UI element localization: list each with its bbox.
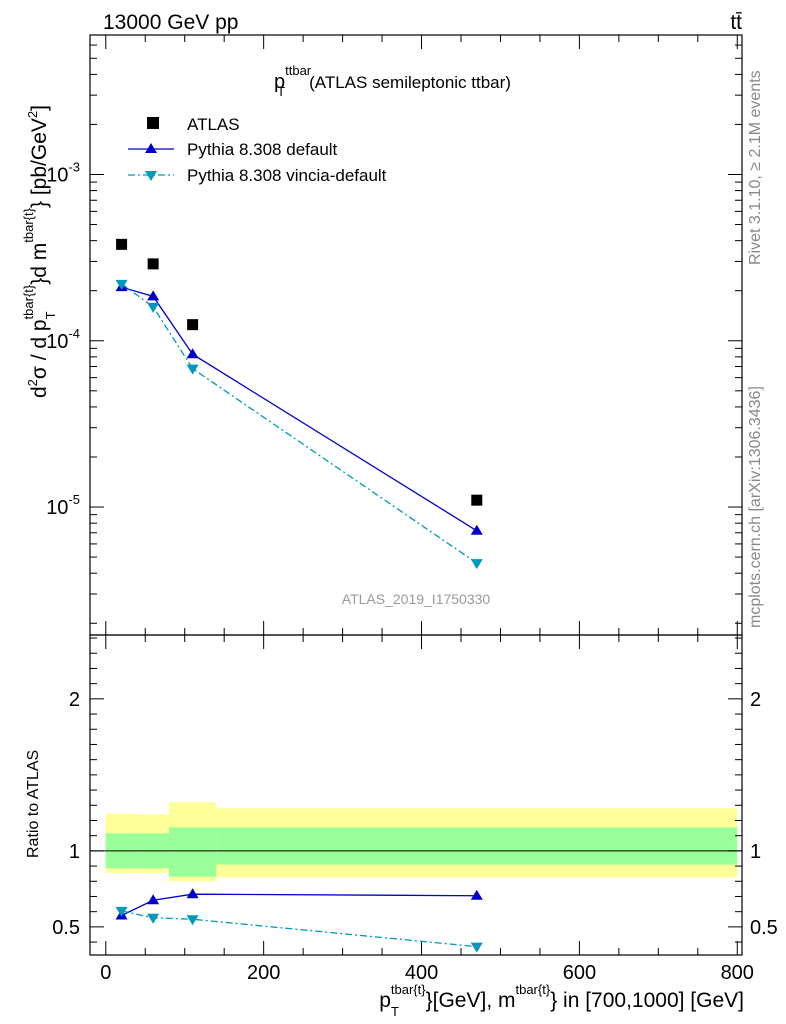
y-tick-label-lower-left: 1 xyxy=(69,841,80,863)
y-axis-label-upper: d2σ / d pTtbar{t}}d mtbar{t}} [pb/GeV2] xyxy=(21,105,58,398)
y-tick-label-lower-left: 2 xyxy=(69,689,80,711)
y-tick-label-upper: 10-3 xyxy=(46,159,80,186)
y-tick-label-lower-right: 0.5 xyxy=(750,917,778,939)
series-line-upper xyxy=(121,286,478,532)
x-tick-label: 800 xyxy=(721,962,754,984)
data-point-lower xyxy=(186,888,199,899)
data-point-upper xyxy=(187,319,199,331)
series-line-lower xyxy=(121,910,477,948)
header-right: tt̄ xyxy=(730,11,742,34)
lower-panel-frame xyxy=(89,634,743,956)
header-left: 13000 GeV pp xyxy=(103,11,238,34)
y-tick-label-upper: 10-4 xyxy=(46,326,80,353)
series-line-upper xyxy=(121,283,478,564)
y-tick-label-lower-right: 1 xyxy=(750,841,761,863)
data-point-upper xyxy=(147,302,160,313)
x-tick-label: 400 xyxy=(405,962,438,984)
legend-marker-atlas xyxy=(147,117,159,129)
data-point-upper xyxy=(471,494,483,506)
rivet-label: Rivet 3.1.10, ≥ 2.1M events xyxy=(747,70,764,265)
data-point-upper xyxy=(186,364,199,375)
legend: ATLAS Pythia 8.308 default Pythia 8.308 … xyxy=(128,115,387,185)
mcplots-label: mcplots.cern.ch [arXiv:1306.3436] xyxy=(747,386,764,628)
data-point-lower xyxy=(470,942,483,953)
legend-label-vincia: Pythia 8.308 vincia-default xyxy=(187,166,387,185)
legend-label-atlas: ATLAS xyxy=(187,115,240,134)
x-tick-label: 200 xyxy=(247,962,280,984)
legend-label-default: Pythia 8.308 default xyxy=(187,140,338,159)
data-point-upper xyxy=(116,238,128,250)
x-axis-label: pTtbar{t}}[GeV], mtbar{t}} in [700,1000]… xyxy=(379,982,744,1019)
plot-title: pttbar T (ATLAS semileptonic ttbar) xyxy=(274,63,511,99)
uncertainty-band-inner xyxy=(168,827,217,877)
data-point-upper xyxy=(147,290,160,301)
data-point-lower xyxy=(115,906,128,917)
x-tick-label: 0 xyxy=(100,962,111,984)
data-point-upper xyxy=(115,279,128,290)
series-line-lower xyxy=(121,893,477,917)
legend-marker-vincia xyxy=(145,171,157,181)
data-point-upper xyxy=(470,559,483,570)
data-point-upper xyxy=(147,258,159,270)
analysis-watermark: ATLAS_2019_I1750330 xyxy=(342,591,491,607)
data-point-upper xyxy=(186,348,199,359)
y-tick-label-lower-left: 0.5 xyxy=(52,917,80,939)
data-point-lower xyxy=(147,913,160,924)
y-tick-label-lower-right: 2 xyxy=(750,689,761,711)
data-point-upper xyxy=(470,524,483,535)
y-axis-label-lower: Ratio to ATLAS xyxy=(25,750,42,858)
data-point-lower xyxy=(470,889,483,900)
x-tick-label: 600 xyxy=(563,962,596,984)
data-point-lower xyxy=(147,894,160,905)
y-tick-label-upper: 10-5 xyxy=(46,492,80,519)
legend-marker-default xyxy=(145,143,157,153)
data-point-lower xyxy=(186,915,199,926)
uncertainty-band-inner xyxy=(216,827,738,865)
